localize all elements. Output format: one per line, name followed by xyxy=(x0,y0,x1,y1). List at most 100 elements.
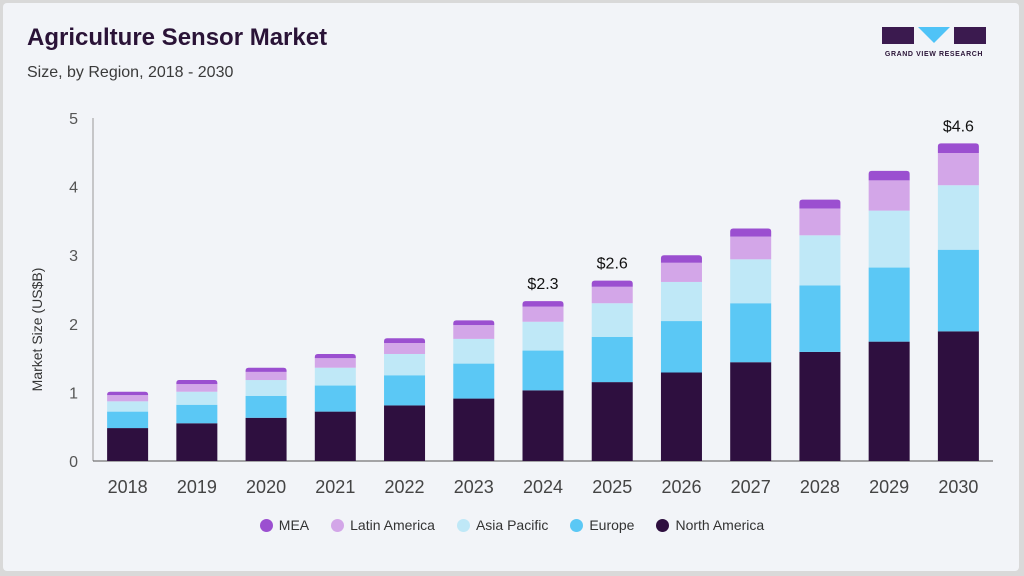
bar-segment-north-america xyxy=(245,417,287,461)
bar-segment-europe xyxy=(522,350,564,391)
total-value-label: $2.3 xyxy=(527,276,558,293)
x-tick-label: 2030 xyxy=(938,477,978,497)
x-tick-label: 2023 xyxy=(454,477,494,497)
bar-segment-latin-america xyxy=(314,358,356,368)
chart-subtitle: Size, by Region, 2018 - 2030 xyxy=(27,64,234,81)
logo-block-right xyxy=(954,27,986,44)
legend-swatch xyxy=(456,518,470,532)
bar-segment-mea xyxy=(176,380,218,385)
bar-segment-europe xyxy=(453,363,495,399)
chart-title: Agriculture Sensor Market xyxy=(27,24,328,51)
bar-segment-mea xyxy=(660,255,702,263)
bar-segment-north-america xyxy=(314,411,356,461)
bar-segment-latin-america xyxy=(937,152,979,186)
bar-segment-north-america xyxy=(107,428,149,461)
bar-segment-europe xyxy=(314,385,356,412)
x-tick-label: 2029 xyxy=(869,477,909,497)
logo-text: GRAND VIEW RESEARCH xyxy=(884,51,984,58)
bar-segment-asia-pacific xyxy=(730,259,772,304)
bar-segment-latin-america xyxy=(730,236,772,260)
bar-segment-latin-america xyxy=(107,395,149,402)
bar-segment-asia-pacific xyxy=(314,367,356,386)
bar-segment-north-america xyxy=(176,423,218,461)
bar-segment-asia-pacific xyxy=(453,338,495,364)
bar-segment-mea xyxy=(245,367,287,372)
bar-segment-europe xyxy=(937,249,979,332)
bar-segment-mea xyxy=(384,338,426,344)
bar-segment-asia-pacific xyxy=(660,281,702,322)
total-value-label: $4.6 xyxy=(943,118,974,135)
bar-segment-mea xyxy=(453,320,495,326)
bar-segment-mea xyxy=(591,280,633,287)
bar-segment-north-america xyxy=(453,398,495,461)
bar-segment-mea xyxy=(314,353,356,359)
bar-segment-north-america xyxy=(799,351,841,461)
bar-segment-asia-pacific xyxy=(176,391,218,405)
bar-segment-mea xyxy=(799,199,841,209)
legend-label: Asia Pacific xyxy=(475,517,549,533)
bar-segment-europe xyxy=(176,404,218,424)
x-tick-label: 2022 xyxy=(385,477,425,497)
bar-segment-latin-america xyxy=(660,262,702,282)
y-tick-label: 2 xyxy=(69,317,78,334)
bar-segment-latin-america xyxy=(453,325,495,339)
y-tick-label: 3 xyxy=(69,248,78,265)
bar-segment-latin-america xyxy=(384,343,426,354)
x-tick-label: 2018 xyxy=(108,477,148,497)
bar-segment-mea xyxy=(937,143,979,153)
bar-segment-latin-america xyxy=(591,286,633,304)
y-tick-label: 5 xyxy=(69,111,78,128)
bar-segment-north-america xyxy=(937,331,979,461)
logo-block-left xyxy=(882,27,914,44)
legend-label: Europe xyxy=(589,517,635,533)
bar-segment-asia-pacific xyxy=(799,235,841,286)
bar-segment-latin-america xyxy=(799,208,841,236)
bar-segment-asia-pacific xyxy=(384,353,426,376)
bar-segment-asia-pacific xyxy=(868,210,910,268)
bar-segment-asia-pacific xyxy=(522,321,564,351)
bar-segment-europe xyxy=(107,411,149,429)
bar-segment-mea xyxy=(522,301,564,307)
bar-segment-mea xyxy=(868,170,910,181)
x-tick-label: 2020 xyxy=(246,477,286,497)
x-tick-label: 2019 xyxy=(177,477,217,497)
x-tick-label: 2021 xyxy=(315,477,355,497)
total-value-label: $2.6 xyxy=(597,256,628,273)
bar-segment-europe xyxy=(591,336,633,383)
bar-segment-north-america xyxy=(730,362,772,461)
bar-segment-europe xyxy=(245,395,287,418)
x-tick-label: 2027 xyxy=(731,477,771,497)
bar-segment-north-america xyxy=(384,405,426,461)
bar-segment-latin-america xyxy=(176,384,218,392)
legend-item-north-america: North America xyxy=(656,517,764,533)
legend-item-europe: Europe xyxy=(570,517,634,533)
bar-segment-north-america xyxy=(591,382,633,461)
bar-segment-europe xyxy=(660,321,702,373)
legend-item-latin-america: Latin America xyxy=(331,517,435,533)
legend-swatch xyxy=(570,518,584,532)
x-tick-label: 2025 xyxy=(592,477,632,497)
bar-segment-latin-america xyxy=(868,180,910,211)
legend-label: North America xyxy=(675,517,765,533)
bar-segment-mea xyxy=(730,228,772,237)
bar-segment-asia-pacific xyxy=(107,401,149,412)
y-tick-label: 1 xyxy=(69,385,78,402)
bar-segment-asia-pacific xyxy=(937,185,979,250)
legend-swatch xyxy=(331,518,345,532)
legend-swatch xyxy=(259,518,273,532)
bar-segment-asia-pacific xyxy=(245,380,287,396)
x-tick-label: 2026 xyxy=(661,477,701,497)
bar-segment-latin-america xyxy=(245,371,287,381)
bar-segment-asia-pacific xyxy=(591,303,633,337)
legend-label: MEA xyxy=(278,517,310,533)
bar-segment-europe xyxy=(799,285,841,352)
legend-item-mea: MEA xyxy=(259,517,310,533)
bar-segment-mea xyxy=(107,391,149,396)
chart-legend: MEA Latin America Asia Pacific Europe North … xyxy=(0,517,1024,533)
legend-swatch xyxy=(656,518,670,532)
x-tick-label: 2028 xyxy=(800,477,840,497)
legend-label: Latin America xyxy=(350,517,435,533)
legend-item-asia-pacific: Asia Pacific xyxy=(456,517,549,533)
grand-view-research-logo-icon xyxy=(882,27,986,44)
